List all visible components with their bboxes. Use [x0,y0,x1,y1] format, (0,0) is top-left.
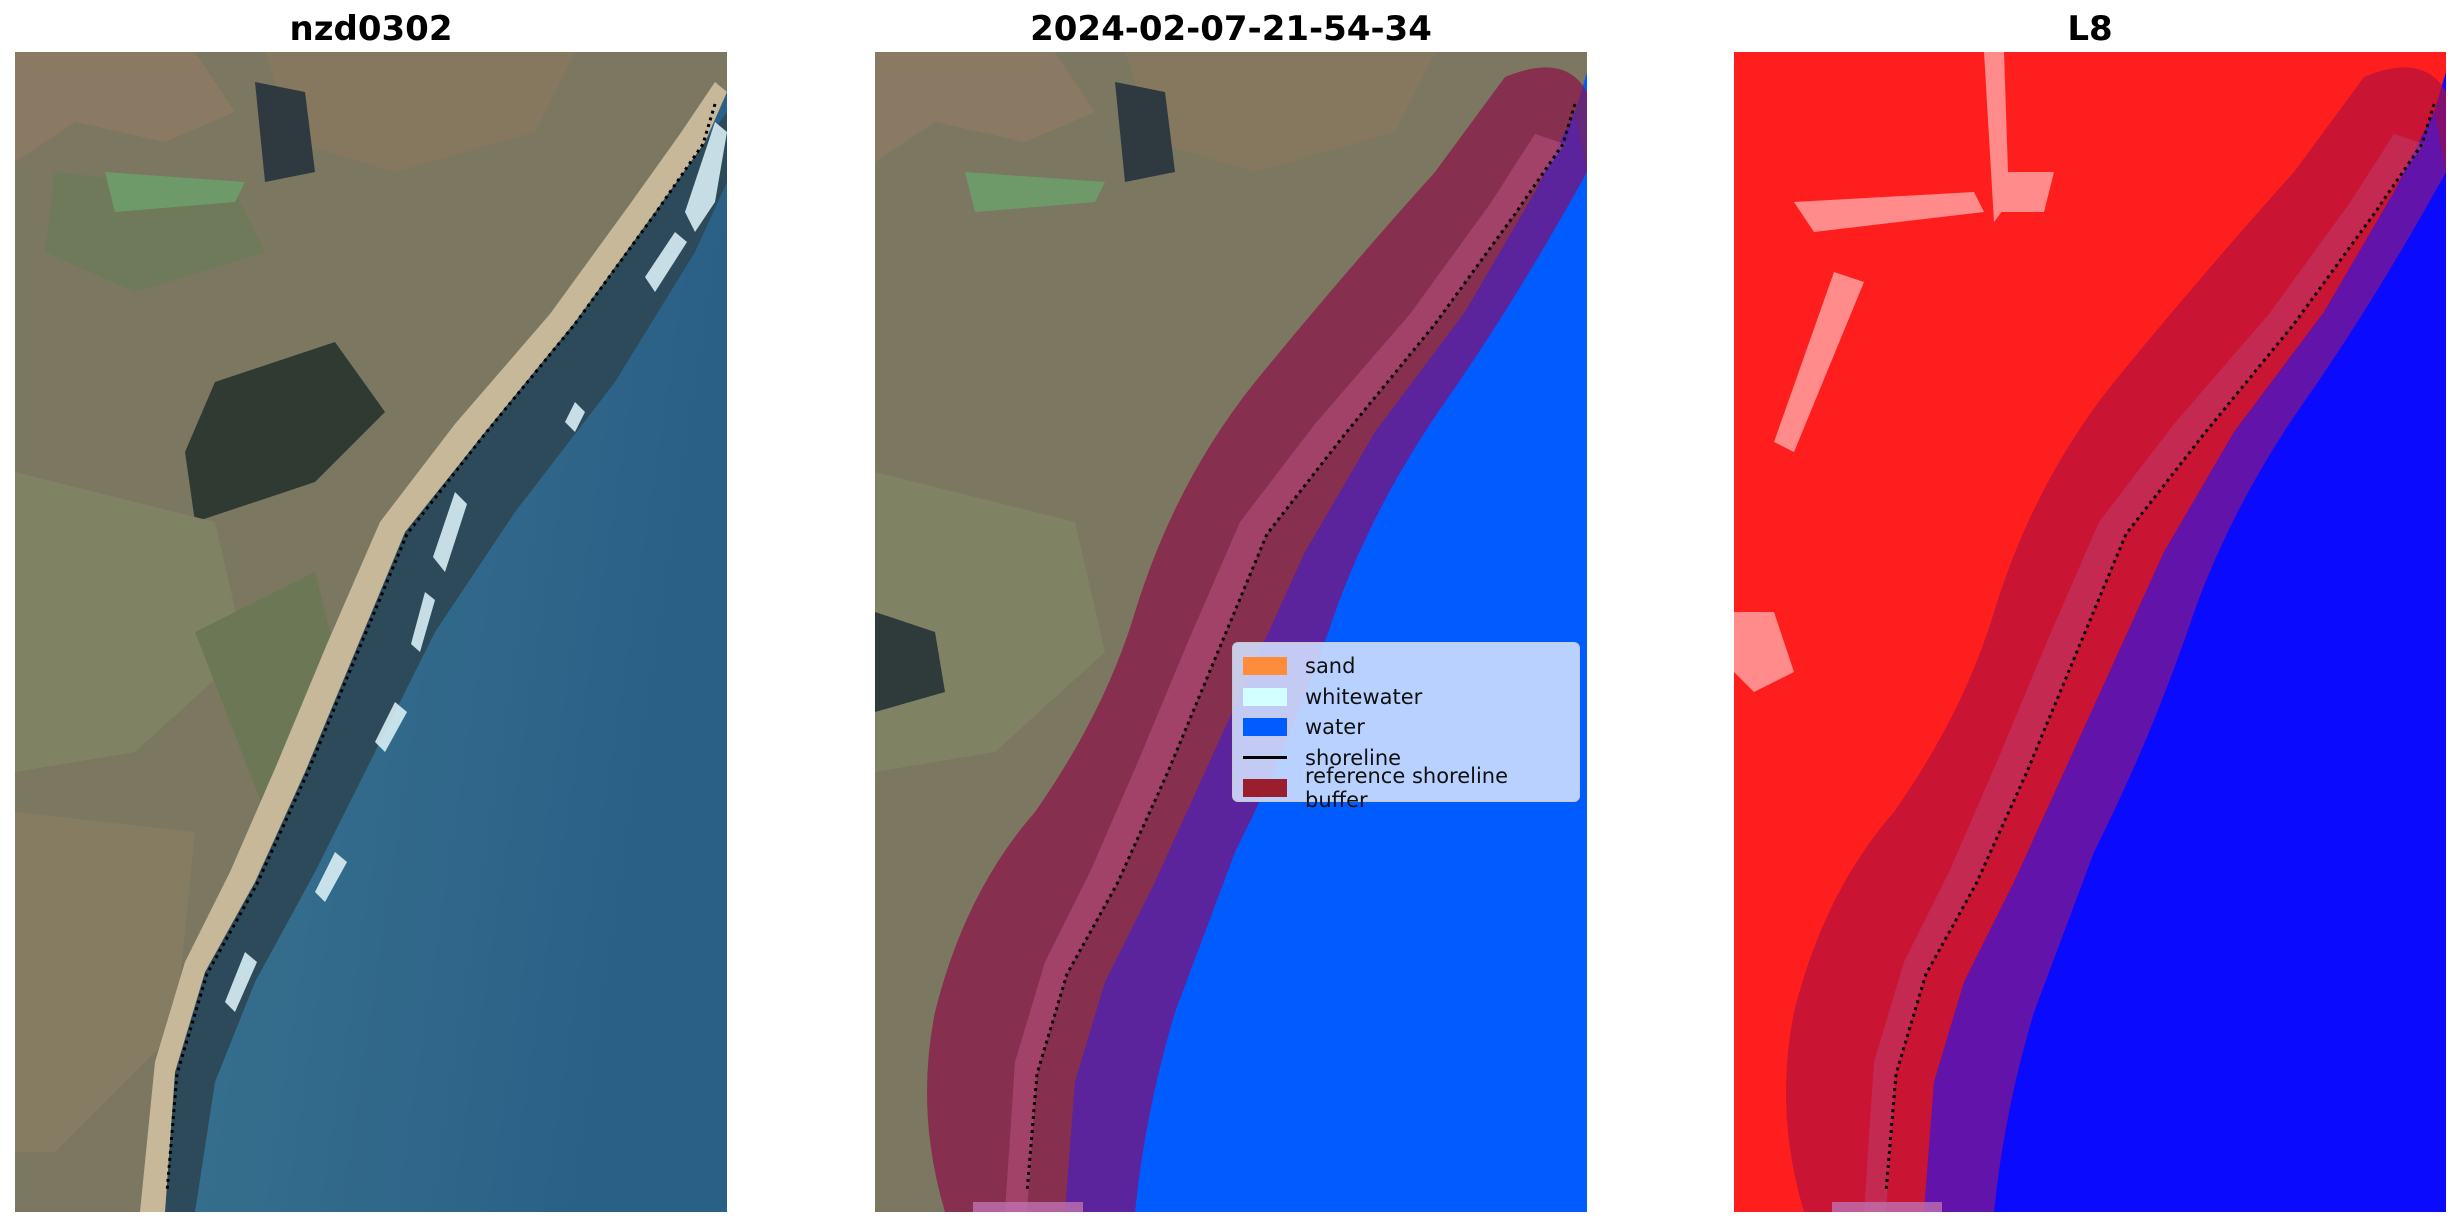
legend-item-water: water [1243,712,1569,743]
legend-item-whitewater: whitewater [1243,682,1569,713]
shoreline-line [165,103,717,1193]
rgb-image-panel [15,52,727,1212]
legend: sand whitewater water shoreline referenc… [1232,642,1580,812]
legend-label: water [1305,715,1365,740]
l8-index-panel [1734,52,2446,1212]
panel-title-l8: L8 [2067,9,2113,49]
l8-index-image [1734,52,2446,1212]
water-swatch [1243,718,1287,737]
legend-item-buffer: reference shoreline buffer [1243,764,1569,812]
shoreline-line [1025,103,1577,1193]
whitewater-swatch [1243,687,1287,706]
legend-item-shoreline: shoreline [1243,743,1569,774]
panel-title-classification: 2024-02-07-21-54-34 [1030,9,1432,49]
buffer-swatch [1243,779,1287,798]
shoreline-line [1884,103,2436,1193]
panel-title-rgb: nzd0302 [289,9,453,49]
legend-item-sand: sand [1243,651,1569,682]
rgb-satellite-image [15,52,727,1212]
sand-swatch [1243,657,1287,676]
legend-label: reference shoreline buffer [1305,764,1509,813]
classification-image [875,52,1587,1212]
shoreline-swatch [1243,756,1287,760]
legend-label: shoreline [1305,745,1402,770]
classification-panel [875,52,1587,1212]
legend-label: whitewater [1305,684,1423,709]
legend-label: sand [1305,654,1356,679]
